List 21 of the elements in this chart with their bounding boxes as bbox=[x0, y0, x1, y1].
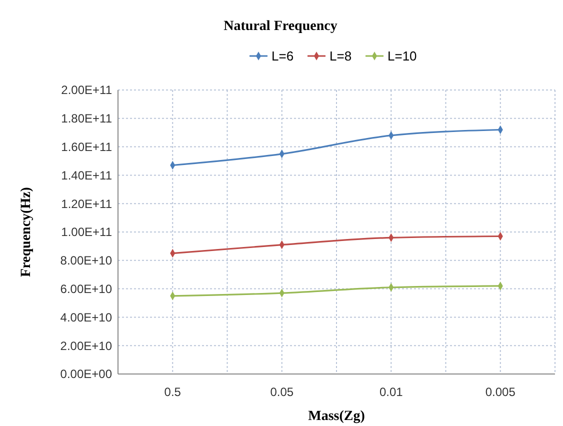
y-tick-label: 1.40E+11 bbox=[61, 168, 112, 182]
chart-title: Natural Frequency bbox=[224, 19, 338, 34]
y-axis-title: Frequency(Hz) bbox=[19, 186, 34, 277]
y-tick-label: 0.00E+00 bbox=[60, 367, 112, 382]
x-tick-label: 0.005 bbox=[485, 385, 516, 399]
y-tick-label: 1.80E+11 bbox=[61, 112, 112, 126]
y-tick-label: 2.00E+11 bbox=[61, 83, 112, 98]
x-axis-title: Mass(Zg) bbox=[308, 409, 366, 424]
y-tick-label: 4.00E+10 bbox=[60, 310, 112, 324]
x-tick-label: 0.01 bbox=[379, 385, 404, 399]
x-tick-label: 0.5 bbox=[164, 385, 182, 399]
y-tick-label: 8.00E+10 bbox=[60, 254, 112, 268]
y-tick-label: 1.60E+11 bbox=[61, 140, 112, 154]
y-tick-label: 1.00E+11 bbox=[61, 225, 112, 240]
legend-label: L=8 bbox=[330, 48, 352, 64]
y-tick-label: 2.00E+10 bbox=[60, 338, 112, 353]
legend-label: L=10 bbox=[388, 48, 417, 64]
legend-label: L=6 bbox=[272, 48, 294, 64]
y-tick-label: 1.20E+11 bbox=[61, 196, 112, 211]
y-tick-label: 6.00E+10 bbox=[60, 282, 112, 296]
x-tick-label: 0.05 bbox=[270, 385, 294, 399]
